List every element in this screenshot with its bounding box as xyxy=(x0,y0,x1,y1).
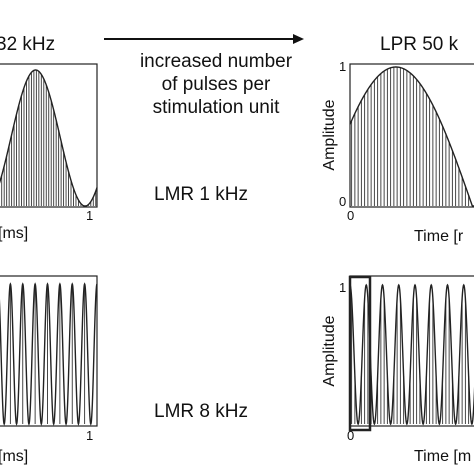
right-top-waveform xyxy=(349,66,474,207)
right-bottom-plot xyxy=(348,275,474,432)
right-bottom-x-tick-start: 0 xyxy=(347,428,355,443)
right-top-y-label: Amplitude xyxy=(321,99,338,171)
left-title: 32 kHz xyxy=(0,34,56,55)
right-bottom-x-label: Time [m xyxy=(414,448,472,465)
left-bottom-x-label: [ms] xyxy=(0,448,29,465)
left-top-x-label: [ms] xyxy=(0,225,29,242)
arrow-caption-line-2: of pulses per xyxy=(161,74,271,95)
right-top-x-label: Time [r xyxy=(414,228,464,245)
left-bottom-waveform xyxy=(0,282,98,426)
right-top-y-tick-top: 1 xyxy=(339,59,347,74)
right-title: LPR 50 k xyxy=(380,34,459,55)
lmr-1-label: LMR 1 kHz xyxy=(154,184,248,205)
right-bottom-y-label: Amplitude xyxy=(321,315,338,387)
arrow-caption-line-1: increased number xyxy=(139,51,293,72)
left-top-plot xyxy=(0,63,98,208)
left-top-x-tick-end: 1 xyxy=(86,208,94,223)
right-top-y-tick-bottom: 0 xyxy=(339,194,347,209)
right-top-plot xyxy=(349,63,474,208)
left-bottom-plot xyxy=(0,275,98,427)
arrow-caption: increased number of pulses per stimulati… xyxy=(96,50,336,119)
left-top-waveform xyxy=(0,69,98,207)
right-bottom-waveform xyxy=(349,283,474,426)
arrow-caption-line-3: stimulation unit xyxy=(152,97,280,118)
right-top-x-tick-start: 0 xyxy=(347,208,355,223)
progression-arrow xyxy=(104,34,304,44)
highlight-box xyxy=(348,275,372,432)
left-bottom-x-tick-end: 1 xyxy=(86,428,94,443)
lmr-8-label: LMR 8 kHz xyxy=(154,401,248,422)
right-bottom-y-tick-top: 1 xyxy=(339,280,347,295)
